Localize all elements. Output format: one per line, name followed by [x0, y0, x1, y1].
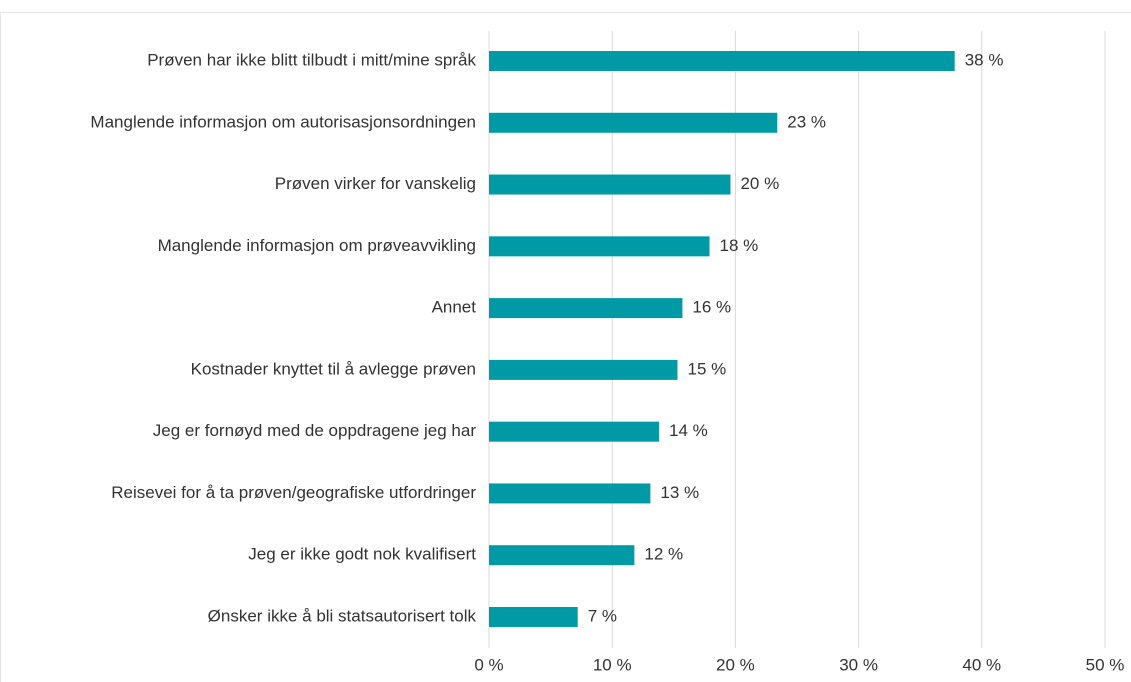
x-tick-label: 10 %	[593, 655, 632, 674]
y-tick-label: Ønsker ikke å bli statsautorisert tolk	[208, 606, 477, 625]
bar	[489, 236, 710, 257]
bar	[489, 298, 683, 319]
bar	[489, 359, 678, 380]
y-tick-label: Annet	[432, 298, 477, 317]
y-tick-label: Prøven har ikke blitt tilbudt i mitt/min…	[147, 50, 476, 69]
data-label: 23 %	[787, 112, 826, 131]
y-tick-label: Manglende informasjon om prøveavvikling	[158, 236, 476, 255]
data-label: 14 %	[669, 421, 708, 440]
y-tick-label: Kostnader knyttet til å avlegge prøven	[191, 359, 476, 378]
x-tick-label: 50 %	[1086, 655, 1125, 674]
data-label: 12 %	[644, 545, 683, 564]
y-tick-label: Manglende informasjon om autorisasjonsor…	[90, 112, 476, 131]
chart-border	[0, 12, 1131, 682]
bar	[489, 421, 660, 442]
x-tick-label: 30 %	[839, 655, 878, 674]
y-tick-label: Jeg er ikke godt nok kvalifisert	[248, 545, 476, 564]
y-tick-label: Reisevei for å ta prøven/geografiske utf…	[111, 483, 476, 502]
bar	[489, 51, 955, 71]
data-label: 13 %	[660, 483, 699, 502]
bar	[489, 545, 635, 566]
bar	[489, 483, 651, 504]
x-tick-label: 0 %	[474, 655, 503, 674]
data-label: 38 %	[965, 50, 1004, 69]
data-label: 18 %	[720, 236, 759, 255]
y-tick-label: Prøven virker for vanskelig	[275, 174, 476, 193]
data-label: 7 %	[588, 606, 617, 625]
x-tick-label: 40 %	[962, 655, 1001, 674]
y-tick-label: Jeg er fornøyd med de oppdragene jeg har	[153, 421, 477, 440]
bar	[489, 607, 578, 627]
bar	[489, 112, 778, 133]
data-label: 15 %	[687, 359, 726, 378]
data-label: 20 %	[740, 174, 779, 193]
x-tick-label: 20 %	[716, 655, 755, 674]
data-label: 16 %	[692, 298, 731, 317]
bar	[489, 174, 731, 195]
